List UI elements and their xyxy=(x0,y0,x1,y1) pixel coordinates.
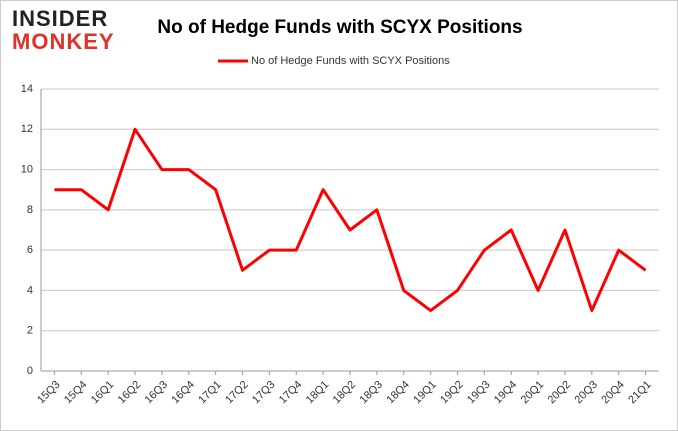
y-tick-label: 4 xyxy=(27,284,33,296)
y-tick-label: 0 xyxy=(27,365,33,377)
y-tick-label: 14 xyxy=(21,83,33,95)
data-line xyxy=(54,127,647,313)
y-tick-label: 8 xyxy=(27,204,33,216)
y-tick-label: 10 xyxy=(21,163,33,175)
y-tick-label: 12 xyxy=(21,123,33,135)
logo-bottom: MONKEY xyxy=(12,29,115,54)
y-tick-label: 2 xyxy=(27,325,33,337)
chart-title: No of Hedge Funds with SCYX Positions xyxy=(157,17,522,38)
y-tick-label: 6 xyxy=(27,244,33,256)
legend-label: No of Hedge Funds with SCYX Positions xyxy=(251,55,450,67)
logo-top: INSIDER xyxy=(12,6,108,31)
